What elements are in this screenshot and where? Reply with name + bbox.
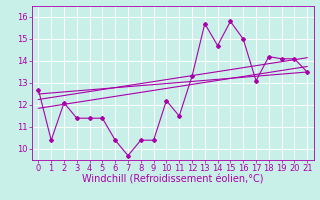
X-axis label: Windchill (Refroidissement éolien,°C): Windchill (Refroidissement éolien,°C) xyxy=(82,175,264,185)
